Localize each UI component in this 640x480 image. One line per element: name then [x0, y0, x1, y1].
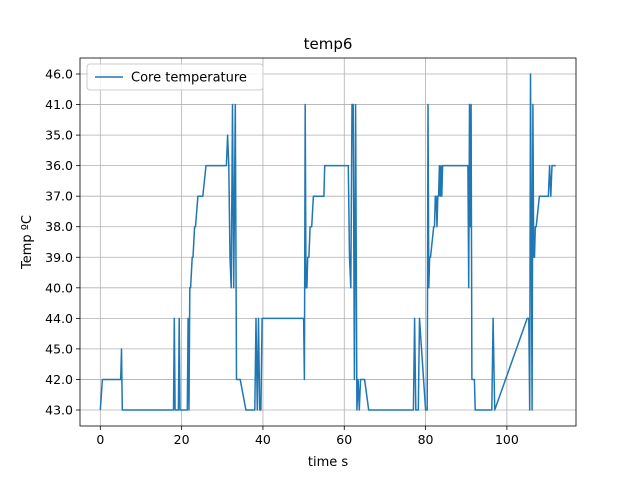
x-tick-label: 100 [495, 432, 519, 447]
y-tick-label: 37.0 [45, 189, 73, 204]
y-tick-label: 36.0 [45, 158, 73, 173]
axis-ticks: 0 20 40 60 80 100 43.0 42.0 45.0 44.0 40.0 39.0 38.0… [45, 67, 519, 448]
legend-box [86, 63, 264, 91]
y-tick-label: 39.0 [45, 250, 73, 265]
y-tick-label: 45.0 [45, 341, 73, 356]
x-axis-title: time s [308, 455, 349, 470]
x-tick-label: 80 [418, 432, 434, 447]
y-axis-title: Temp ºC [20, 215, 35, 270]
y-tick-label: 40.0 [45, 280, 73, 295]
legend-label: Core temperature [131, 71, 247, 86]
y-tick-label: 41.0 [45, 97, 73, 112]
y-tick-label: 44.0 [45, 311, 73, 326]
x-tick-label: 40 [255, 432, 271, 447]
y-tick-label: 42.0 [45, 372, 73, 387]
x-tick-label: 60 [336, 432, 352, 447]
y-tick-label: 43.0 [45, 403, 73, 418]
chart-title: temp6 [304, 35, 353, 53]
x-tick-label: 0 [96, 432, 104, 447]
x-tick-label: 20 [174, 432, 190, 447]
plot-frame [79, 57, 577, 427]
series-layer [99, 73, 556, 411]
legend: Core temperature [86, 63, 264, 91]
y-tick-label: 46.0 [45, 67, 73, 82]
grid-lines [80, 58, 576, 426]
y-tick-label: 38.0 [45, 219, 73, 234]
series-line-core-temperature [99, 73, 556, 411]
y-tick-label: 35.0 [45, 128, 73, 143]
